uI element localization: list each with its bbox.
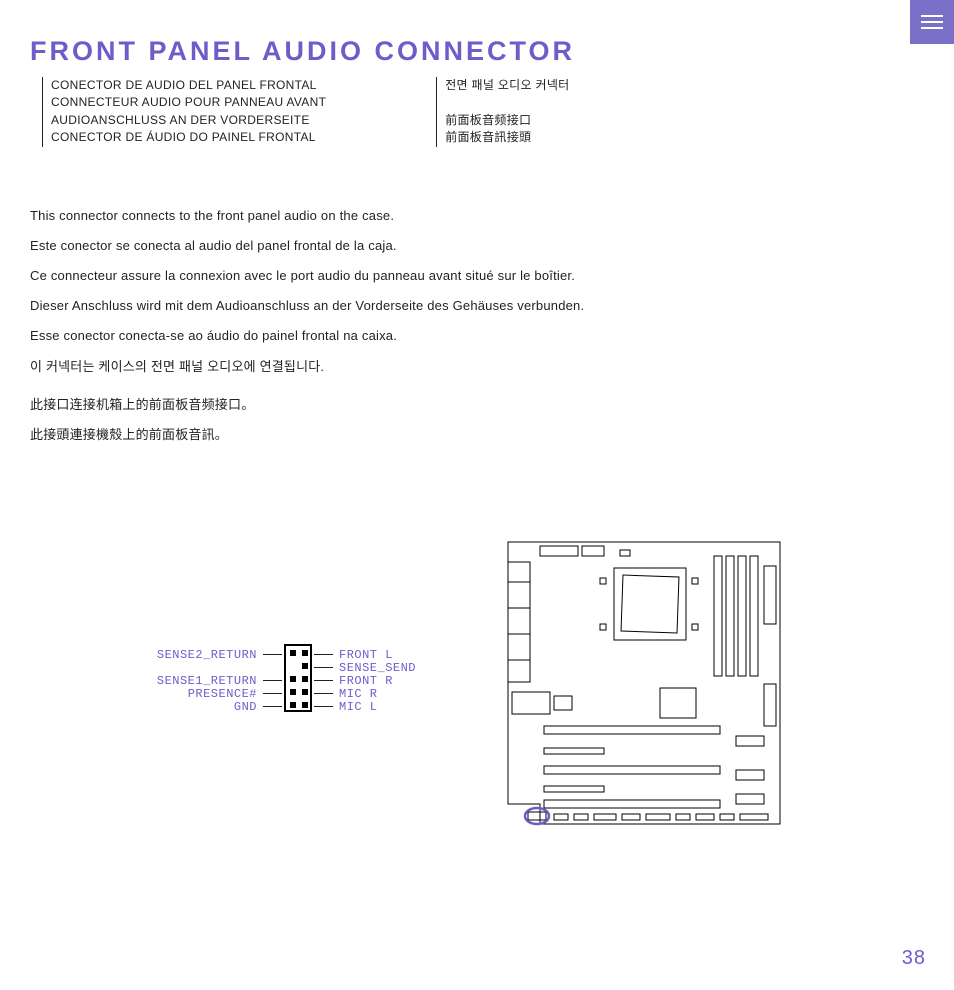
description-line: 이 커넥터는 케이스의 전면 패널 오디오에 연결됩니다. (30, 358, 924, 376)
pin-label-left: PRESENCE# (145, 687, 263, 701)
description-line: Dieser Anschluss wird mit dem Audioansch… (30, 297, 924, 315)
subtitle-item: AUDIOANSCHLUSS AN DER VORDERSEITE (51, 112, 326, 129)
connector-highlight (525, 808, 549, 824)
description-line: 此接口连接机箱上的前面板音频接口。 (30, 396, 924, 414)
subtitle-translations: CONECTOR DE AUDIO DEL PANEL FRONTAL CONN… (42, 77, 924, 147)
description-block: This connector connects to the front pan… (30, 207, 924, 445)
description-line: This connector connects to the front pan… (30, 207, 924, 225)
pin-label-right: SENSE_SEND (333, 661, 416, 675)
pinout-diagram: SENSE2_RETURNFRONT LSENSE_SENDSENSE1_RET… (145, 648, 416, 713)
pin-connector-line (263, 680, 333, 681)
subtitle-item: CONECTOR DE AUDIO DEL PANEL FRONTAL (51, 77, 326, 94)
description-line: Esse conector conecta-se ao áudio do pai… (30, 327, 924, 345)
description-line: Este conector se conecta al audio del pa… (30, 237, 924, 255)
pinout-row: PRESENCE# MIC R (145, 687, 416, 700)
hamburger-icon (921, 15, 943, 29)
motherboard-diagram (504, 538, 784, 828)
diagram-area: SENSE2_RETURNFRONT LSENSE_SENDSENSE1_RET… (0, 520, 954, 880)
pin-connector-line (263, 706, 333, 707)
pinout-row: SENSE_SEND (145, 661, 416, 674)
pin-connector-line (263, 667, 333, 668)
page-number: 38 (902, 947, 926, 970)
pin-label-right: FRONT R (333, 674, 393, 688)
subtitle-item (445, 94, 569, 111)
subtitle-item: 前面板音频接口 (445, 112, 569, 129)
subtitle-col-right: 전면 패널 오디오 커넥터 前面板音频接口 前面板音訊接頭 (436, 77, 569, 147)
pin-connector-line (263, 693, 333, 694)
pin-label-right: MIC L (333, 700, 378, 714)
pin-label-left: SENSE1_RETURN (145, 674, 263, 688)
description-line: 此接頭連接機殼上的前面板音訊。 (30, 426, 924, 444)
description-line: Ce connecteur assure la connexion avec l… (30, 267, 924, 285)
pin-connector-line (263, 654, 333, 655)
subtitle-col-left: CONECTOR DE AUDIO DEL PANEL FRONTAL CONN… (42, 77, 326, 147)
subtitle-item: CONECTOR DE ÁUDIO DO PAINEL FRONTAL (51, 129, 326, 146)
subtitle-item: 前面板音訊接頭 (445, 129, 569, 146)
pinout-row: SENSE1_RETURN FRONT R (145, 674, 416, 687)
pinout-row: GND MIC L (145, 700, 416, 713)
subtitle-item: 전면 패널 오디오 커넥터 (445, 77, 569, 94)
pinout-row: SENSE2_RETURN FRONT L (145, 648, 416, 661)
subtitle-item: CONNECTEUR AUDIO POUR PANNEAU AVANT (51, 94, 326, 111)
pin-label-left: SENSE2_RETURN (145, 648, 263, 662)
pin-label-right: MIC R (333, 687, 378, 701)
menu-button[interactable] (910, 0, 954, 44)
pin-label-left: GND (145, 700, 263, 714)
pin-label-right: FRONT L (333, 648, 393, 662)
page-title: FRONT PANEL AUDIO CONNECTOR (30, 36, 924, 67)
